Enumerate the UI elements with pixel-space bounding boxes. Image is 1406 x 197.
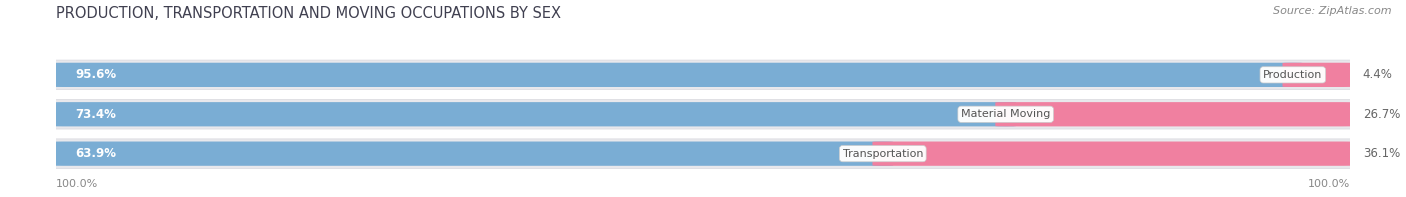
Text: Production: Production — [1263, 70, 1323, 80]
FancyBboxPatch shape — [52, 102, 1017, 126]
Text: 100.0%: 100.0% — [56, 179, 98, 189]
Text: PRODUCTION, TRANSPORTATION AND MOVING OCCUPATIONS BY SEX: PRODUCTION, TRANSPORTATION AND MOVING OC… — [56, 6, 561, 21]
Text: 95.6%: 95.6% — [76, 68, 117, 81]
FancyBboxPatch shape — [37, 139, 1369, 168]
Text: 73.4%: 73.4% — [76, 108, 117, 121]
FancyBboxPatch shape — [37, 99, 1369, 129]
Text: 100.0%: 100.0% — [1308, 179, 1350, 189]
Text: Source: ZipAtlas.com: Source: ZipAtlas.com — [1274, 6, 1392, 16]
Text: 26.7%: 26.7% — [1362, 108, 1400, 121]
Text: 36.1%: 36.1% — [1362, 147, 1400, 160]
FancyBboxPatch shape — [52, 141, 893, 166]
Text: 4.4%: 4.4% — [1362, 68, 1392, 81]
Text: 63.9%: 63.9% — [76, 147, 117, 160]
FancyBboxPatch shape — [37, 60, 1369, 90]
Text: Material Moving: Material Moving — [960, 109, 1050, 119]
Text: Transportation: Transportation — [842, 149, 924, 159]
FancyBboxPatch shape — [1282, 63, 1354, 87]
FancyBboxPatch shape — [873, 141, 1354, 166]
FancyBboxPatch shape — [995, 102, 1354, 126]
FancyBboxPatch shape — [52, 63, 1303, 87]
